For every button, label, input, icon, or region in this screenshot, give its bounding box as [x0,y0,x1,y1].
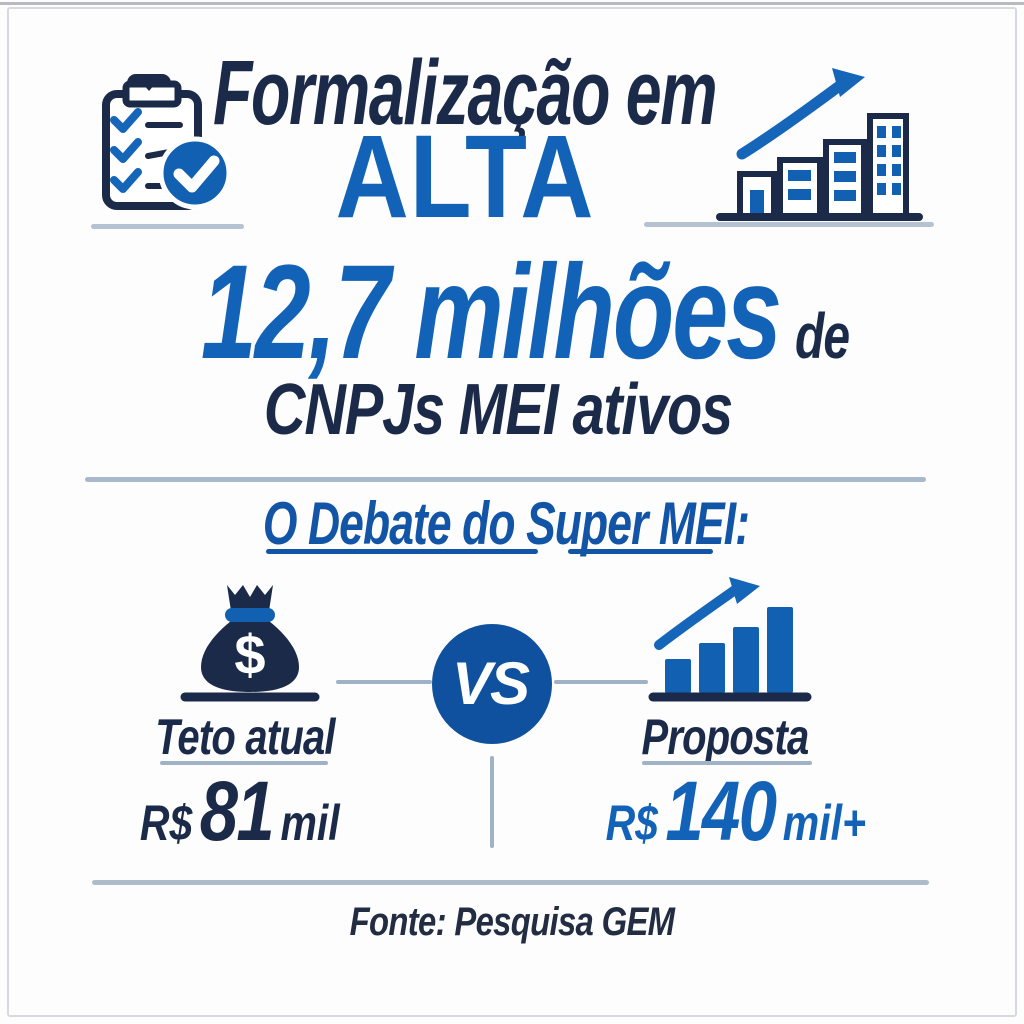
money-bag-icon: $ [180,585,320,702]
stat-connector: de [795,300,850,372]
top-edge-line [0,2,1024,5]
vs-connector-right [554,680,648,684]
bar-chart-growth-icon [648,577,812,702]
unit-right: mil+ [782,795,866,851]
current-cap-label: Teto atual [155,709,335,765]
proposal-underline [642,761,812,765]
source-note: Fonte: Pesquisa GEM [349,900,675,944]
section-divider-top [85,477,926,482]
stat-number: 12,7 milhões [200,238,782,387]
buildings-growth-arrow-icon [716,68,923,221]
current-cap-underline [160,761,328,765]
proposal-label: Proposta [641,709,810,765]
vs-connector-left [336,680,432,684]
vs-label: VS [451,650,530,717]
page-title-line1: Formalização em [213,42,718,144]
vs-vertical-line [490,756,494,848]
dollar-glyph: $ [234,623,265,686]
debate-heading: O Debate do Super MEI: [262,490,750,557]
clipboard-checklist-icon [102,74,232,210]
current-cap-value: R$ 81 mil [90,769,390,853]
heading-underline-1 [266,549,538,554]
stat-subtitle: CNPJs MEI ativos [263,370,733,450]
currency-right: R$ [605,795,658,851]
title-underline-right [644,222,934,227]
amount-right: 140 [665,764,777,858]
headline-stat: 12,7 milhões de [151,246,900,380]
unit-left: mil [280,795,340,851]
vs-badge: VS [432,624,552,744]
proposal-value: R$ 140 mil+ [577,769,877,853]
heading-underline-2 [568,549,713,554]
section-divider-bottom [92,880,929,885]
amount-left: 81 [199,764,275,858]
currency-left: R$ [140,795,193,851]
page-title-alta: ALTA [335,111,595,243]
title-underline-left [91,224,244,229]
